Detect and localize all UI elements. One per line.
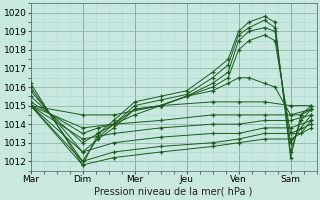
- X-axis label: Pression niveau de la mer( hPa ): Pression niveau de la mer( hPa ): [94, 187, 253, 197]
